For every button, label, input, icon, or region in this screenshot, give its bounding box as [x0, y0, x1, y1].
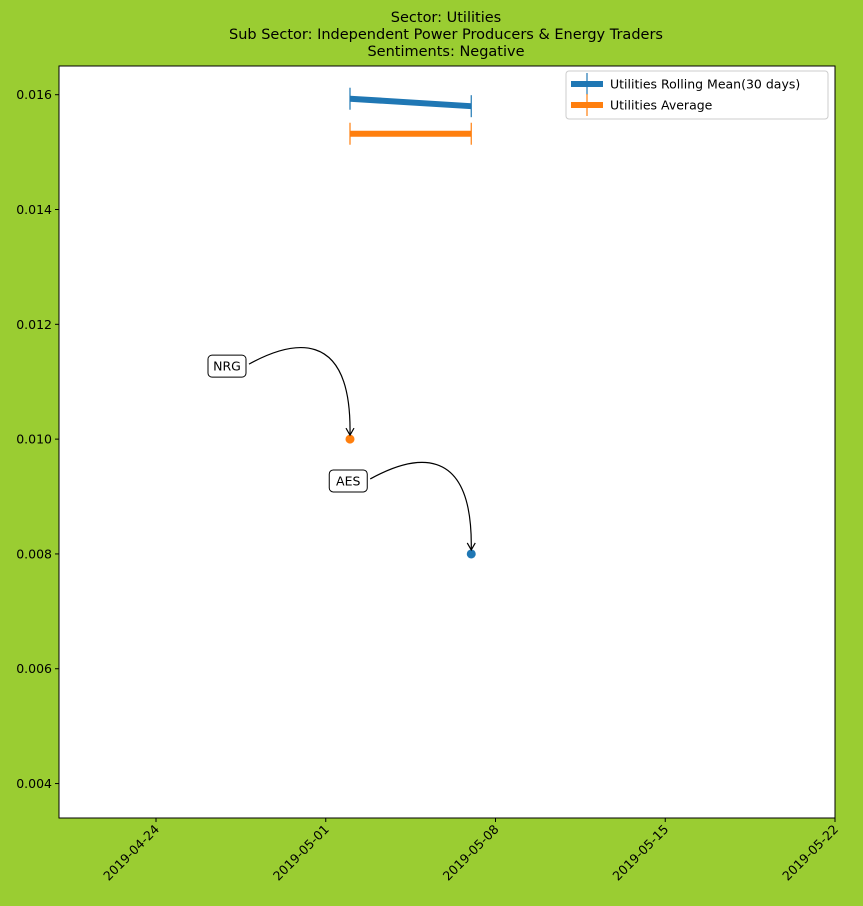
legend: Utilities Rolling Mean(30 days) Utilities…	[565, 70, 829, 120]
annotation-box-aes	[328, 469, 368, 493]
annotation-arrow-aes	[369, 461, 472, 550]
x-tick-label: 2019-05-08	[440, 821, 502, 883]
plot-area	[58, 65, 836, 819]
x-tick-label: 2019-04-24	[100, 821, 162, 883]
x-axis: 2019-04-24 2019-05-01 2019-05-08 2019-05-15…	[100, 818, 841, 883]
y-tick-label: 0.016	[16, 87, 52, 102]
annotation-arrow-nrg	[248, 347, 351, 436]
annotation-box-nrg	[207, 354, 247, 378]
data-point-aes	[466, 549, 476, 559]
y-tick-label: 0.008	[16, 546, 52, 561]
y-tick-label: 0.010	[16, 432, 52, 447]
y-tick-label: 0.006	[16, 661, 52, 676]
y-axis: 0.004 0.006 0.008 0.010 0.012 0.014 0.016	[16, 87, 59, 791]
annotation-label-nrg: NRG	[213, 359, 241, 374]
legend-label-utilities-rolling-mean-30-days: Utilities Rolling Mean(30 days)	[610, 77, 800, 92]
legend-box	[565, 70, 829, 120]
points-layer: NRG AES	[207, 347, 476, 559]
chart-title-line-sentiment: Sentiments: Negative	[367, 44, 524, 60]
x-tick-label: 2019-05-15	[609, 822, 671, 884]
series-layer	[349, 87, 472, 145]
series-line-utilities-rolling-mean-30-days	[349, 95, 472, 110]
x-tick-label: 2019-05-01	[270, 822, 332, 884]
chart-title: Sector: Utilities Sub Sector: Independen…	[229, 10, 663, 60]
annotation-arrowhead-aes	[466, 542, 476, 552]
chart-title-line-subsector: Sub Sector: Independent Power Producers …	[229, 27, 663, 43]
y-tick-label: 0.004	[16, 776, 52, 791]
x-tick-label: 2019-05-22	[779, 822, 841, 884]
y-tick-label: 0.012	[16, 317, 52, 332]
data-point-nrg	[345, 434, 355, 444]
annotation-arrowhead-nrg	[345, 427, 355, 437]
y-tick-label: 0.014	[16, 202, 52, 217]
chart-title-line-sector: Sector: Utilities	[391, 10, 501, 26]
legend-label-utilities-average: Utilities Average	[610, 98, 713, 113]
annotation-label-aes: AES	[336, 473, 360, 488]
